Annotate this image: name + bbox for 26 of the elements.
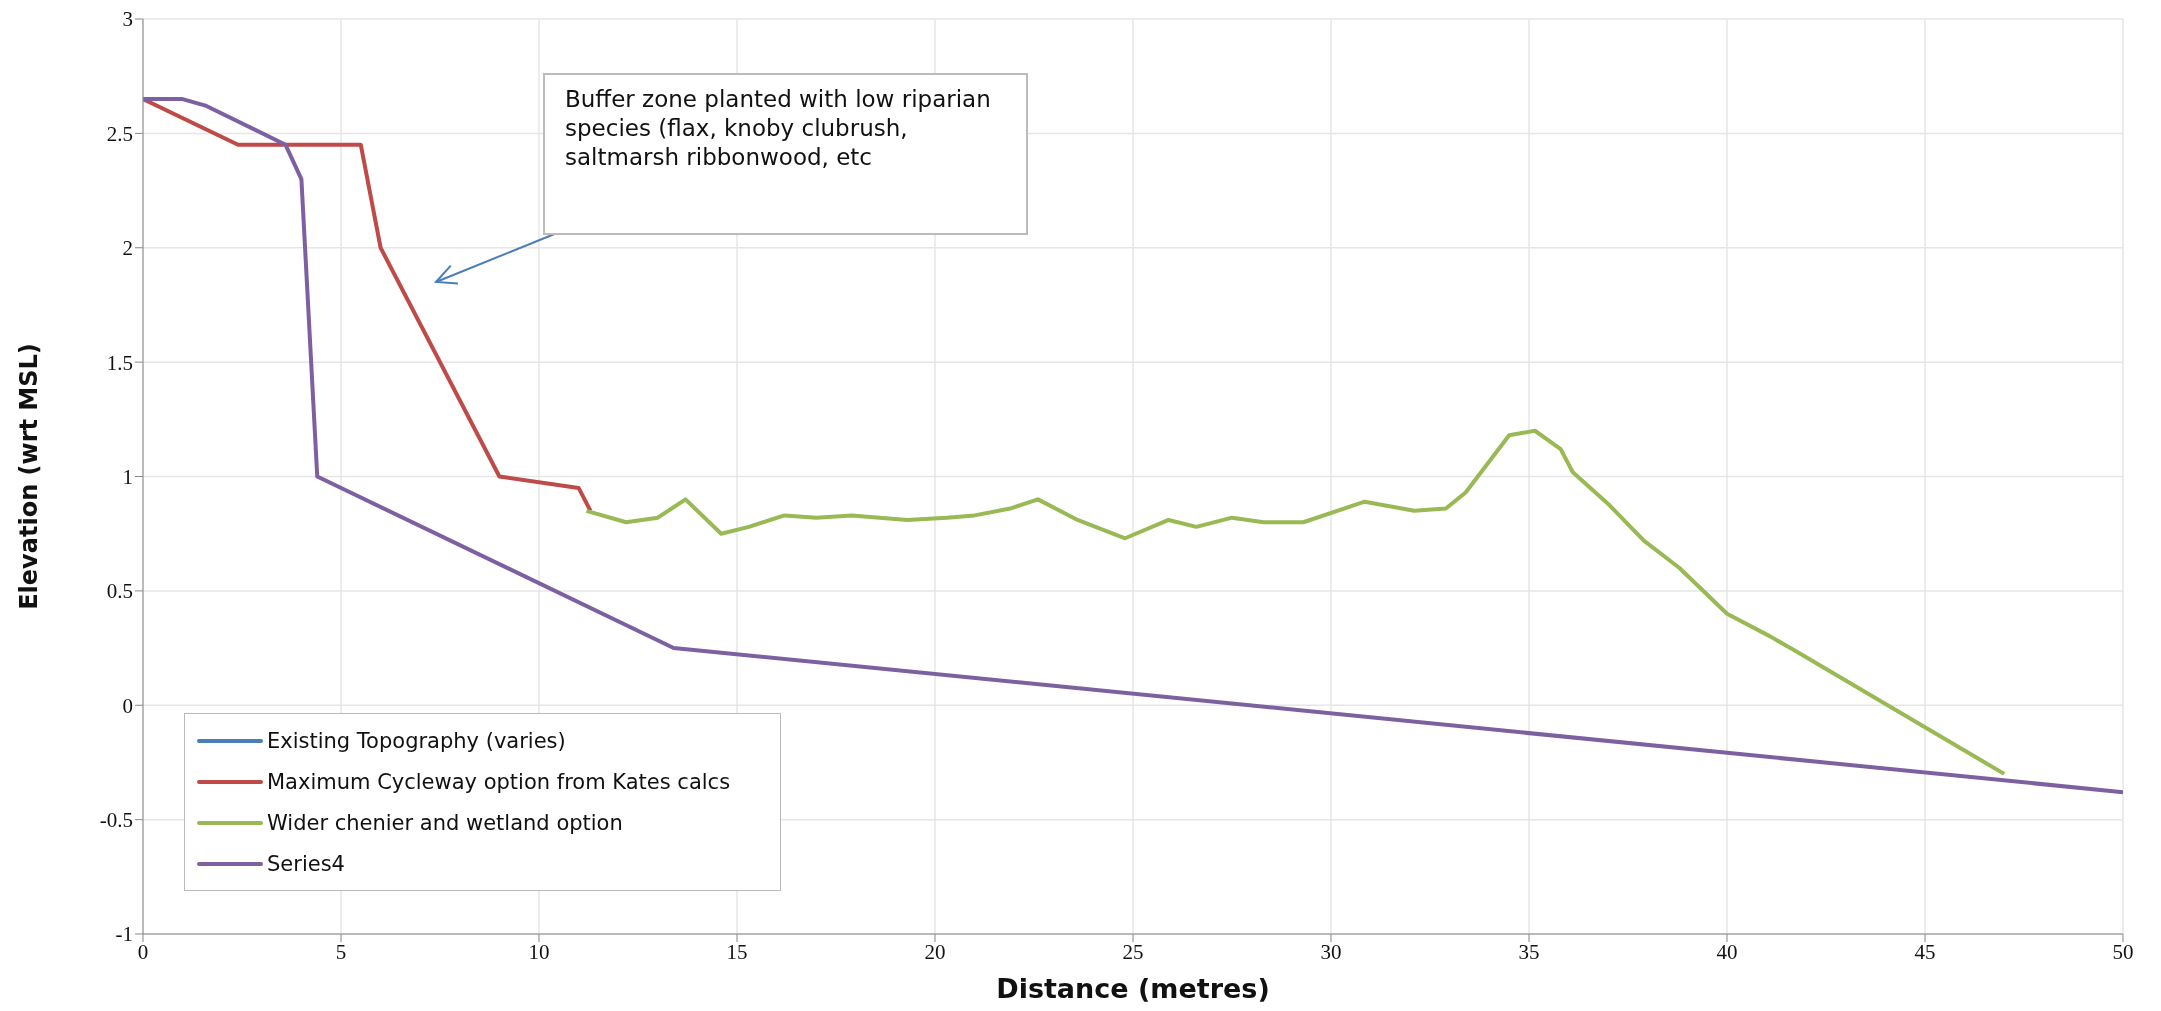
y-tick-label: -1 xyxy=(115,922,133,947)
legend-label: Existing Topography (varies) xyxy=(267,728,566,753)
x-tick-label: 5 xyxy=(335,939,347,964)
legend-label: Maximum Cycleway option from Kates calcs xyxy=(267,769,731,794)
y-tick-label: 2 xyxy=(122,236,133,261)
x-tick-label: 30 xyxy=(1320,939,1342,964)
x-tick-label: 25 xyxy=(1122,939,1144,964)
y-tick-label: 1 xyxy=(122,464,133,489)
x-tick-label: 50 xyxy=(2112,939,2134,964)
legend-label: Wider chenier and wetland option xyxy=(267,810,623,835)
x-axis-title: Distance (metres) xyxy=(996,973,1270,1004)
x-tick-label: 35 xyxy=(1518,939,1540,964)
y-tick-label: -0.5 xyxy=(99,808,133,833)
legend-label: Series4 xyxy=(267,851,345,876)
y-tick-label: 0 xyxy=(122,693,133,718)
y-tick-label: 0.5 xyxy=(106,579,133,604)
x-tick-label: 40 xyxy=(1716,939,1738,964)
callout-box: Buffer zone planted with low riparian species (flax, knoby clubrush, saltmarsh ribbonwood, etc xyxy=(543,73,1028,235)
x-tick-label: 45 xyxy=(1914,939,1936,964)
y-tick-label: 1.5 xyxy=(106,350,133,375)
x-tick-label: 15 xyxy=(726,939,748,964)
x-tick-label: 10 xyxy=(528,939,550,964)
y-tick-label: 2.5 xyxy=(106,121,133,146)
y-tick-label: 3 xyxy=(122,7,133,32)
x-tick-label: 20 xyxy=(924,939,946,964)
y-axis-title: Elevation (wrt MSL) xyxy=(14,343,43,610)
